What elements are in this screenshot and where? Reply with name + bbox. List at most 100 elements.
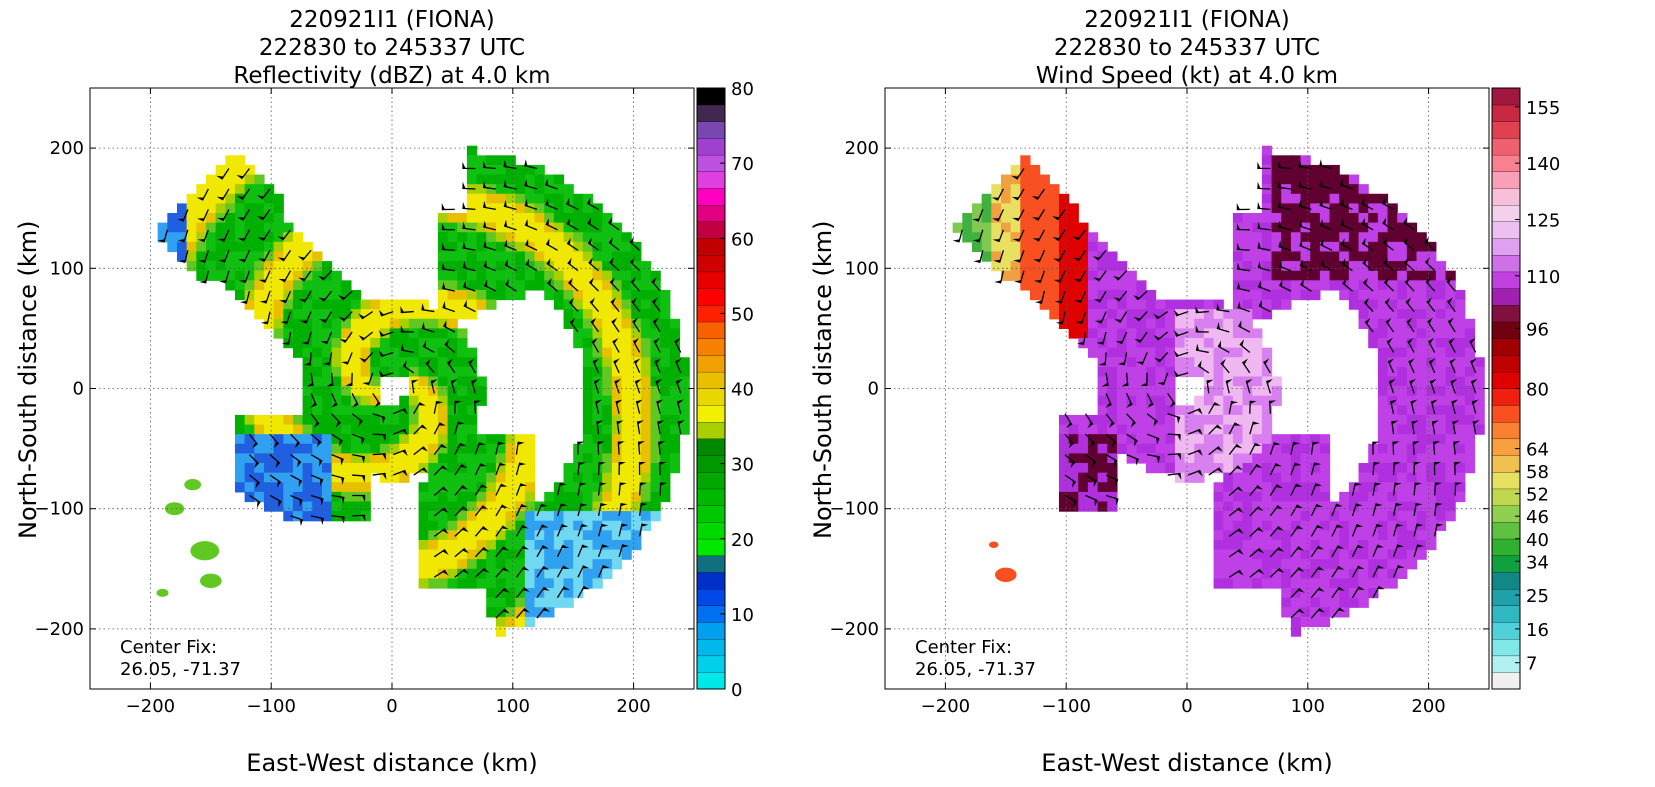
field-cell — [1194, 453, 1205, 464]
field-cell — [225, 155, 236, 166]
field-cell — [428, 568, 439, 580]
field-cell — [457, 501, 468, 512]
barb-staff — [265, 290, 271, 304]
field-cell — [486, 463, 497, 474]
wind-barb — [577, 482, 587, 496]
colorbar-segment — [1491, 488, 1521, 506]
wind-barb — [1362, 257, 1374, 272]
field-cell — [1368, 588, 1379, 599]
barb-staff — [1310, 503, 1318, 517]
field-cell — [1281, 174, 1292, 185]
barb-staff — [615, 400, 620, 414]
field-cell — [553, 520, 565, 531]
field-cell — [389, 424, 400, 435]
barb-staff — [269, 494, 282, 503]
field-cell — [1232, 366, 1244, 378]
barb-staff — [1105, 474, 1119, 481]
barb-flag — [1278, 259, 1282, 268]
field-cell — [1136, 405, 1147, 416]
wind-barb — [1216, 322, 1230, 333]
barb-flag — [412, 379, 419, 384]
field-cell — [399, 366, 410, 378]
field-cell — [1377, 463, 1389, 474]
barb-staff — [655, 380, 661, 394]
field-cell — [640, 357, 652, 368]
wind-barb — [1228, 569, 1244, 578]
barb-flag — [1012, 217, 1020, 221]
field-cell — [244, 414, 255, 426]
field-cell — [1339, 280, 1350, 291]
barb-flag — [1391, 420, 1399, 425]
field-cell — [273, 309, 284, 320]
field-cell — [631, 338, 642, 349]
wind-barb — [474, 546, 490, 558]
barb-staff — [1310, 607, 1321, 619]
wind-barb — [1278, 259, 1292, 272]
field-cell — [350, 463, 362, 474]
field-cell — [1377, 530, 1389, 541]
wind-barb — [638, 502, 648, 516]
field-cell — [602, 338, 613, 349]
barb-flag — [1294, 462, 1302, 466]
field-cell — [573, 559, 584, 570]
barb-flag — [1133, 295, 1140, 300]
wind-barb — [352, 494, 366, 503]
barb-flag — [1269, 400, 1277, 405]
field-cell — [1020, 270, 1031, 281]
colorbar-segment — [696, 121, 726, 139]
field-cell — [611, 386, 623, 397]
field-cell — [1039, 299, 1050, 310]
field-cell — [524, 213, 536, 224]
field-cell — [1242, 424, 1253, 435]
field-cell — [1232, 405, 1244, 416]
field-cell — [1445, 434, 1456, 445]
field-cell — [1116, 309, 1128, 320]
field-cell — [1126, 289, 1137, 301]
center-fix-value: 26.05, -71.37 — [120, 659, 241, 680]
field-cell — [302, 501, 313, 512]
barb-flag — [441, 507, 449, 513]
wind-barb — [1052, 229, 1066, 242]
field-cell — [1136, 386, 1147, 397]
wind-barb — [637, 441, 645, 455]
wind-barb — [1167, 392, 1176, 408]
field-cell — [408, 414, 420, 426]
wind-barb — [1072, 229, 1087, 241]
wind-barb — [652, 317, 661, 333]
colorbar-segment — [1491, 421, 1521, 440]
field-cell — [1358, 539, 1369, 551]
field-cell — [611, 559, 623, 570]
field-cell — [1223, 395, 1234, 406]
colorbar-segment — [696, 137, 726, 156]
barb-flag — [581, 544, 589, 548]
wind-barb — [1245, 379, 1253, 394]
field-cell — [631, 472, 642, 483]
field-cell — [611, 482, 623, 493]
wind-barb — [1319, 179, 1333, 190]
field-cell — [283, 309, 294, 320]
field-cell — [1145, 338, 1157, 349]
field-cell — [1329, 511, 1340, 522]
barb-flag — [318, 459, 323, 467]
field-cell — [1426, 347, 1437, 358]
field-cell — [1387, 318, 1398, 329]
field-cell — [1261, 145, 1273, 156]
barb-staff — [1060, 290, 1066, 304]
field-cell — [1368, 491, 1379, 503]
barb-flag — [1337, 607, 1346, 612]
field-cell — [1387, 328, 1398, 339]
barb-flag — [593, 358, 600, 364]
field-cell — [1271, 376, 1282, 387]
colorbar-segment — [696, 204, 726, 223]
barb-staff — [282, 249, 292, 262]
field-cell — [167, 213, 178, 224]
field-cell — [524, 520, 536, 531]
wind-barb — [567, 257, 579, 272]
field-cell — [1387, 261, 1398, 272]
wind-barb — [1167, 413, 1181, 424]
barb-flag — [1295, 504, 1304, 509]
field-cell — [1252, 549, 1263, 560]
field-cell — [1397, 270, 1408, 281]
field-cell — [1107, 328, 1118, 339]
wind-barb — [1392, 564, 1405, 578]
